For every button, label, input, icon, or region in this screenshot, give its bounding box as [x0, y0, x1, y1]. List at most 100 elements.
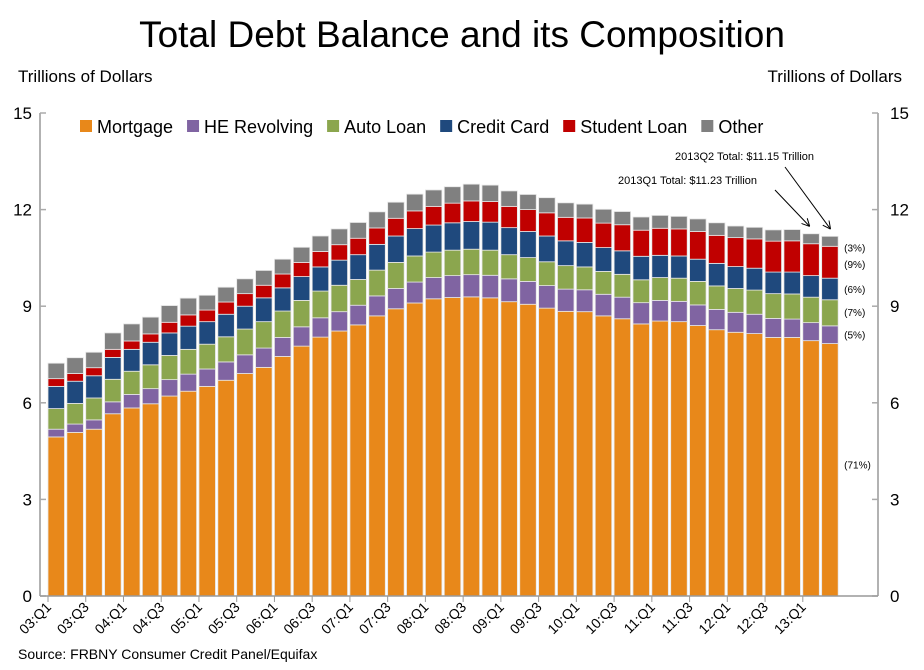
bar-segment-mortgage — [500, 301, 518, 597]
bar-segment-other — [255, 270, 273, 286]
bar-segment-he-revolving — [424, 277, 443, 300]
bar-segment-credit-card — [85, 375, 103, 399]
bar-segment-credit-card — [274, 287, 292, 312]
right-tick-label: 9 — [890, 297, 899, 316]
bar-segment-he-revolving — [538, 285, 556, 309]
bar-segment-other — [330, 228, 348, 246]
bar-segment-student-loan — [236, 293, 254, 307]
bar-segment-other — [349, 222, 367, 239]
bar-segment-he-revolving — [670, 300, 688, 323]
bar-segment-mortgage — [292, 345, 311, 597]
share-label: (9%) — [844, 260, 865, 271]
bar-segment-he-revolving — [160, 379, 179, 397]
bar-segment-auto-loan — [179, 348, 197, 375]
bar-segment-other — [745, 226, 764, 240]
bar-segment-he-revolving — [368, 295, 386, 317]
left-tick-label: 0 — [23, 587, 32, 606]
left-tick-label: 9 — [23, 297, 32, 316]
bar-segment-he-revolving — [500, 278, 518, 303]
bar-segment-mortgage — [462, 296, 481, 597]
bar-segment-other — [462, 183, 481, 202]
bar-segment-credit-card — [764, 271, 782, 295]
bar-segment-mortgage — [538, 307, 556, 597]
bar-segment-credit-card — [632, 255, 650, 281]
bar-segment-other — [594, 208, 613, 224]
legend-label: Auto Loan — [344, 117, 426, 137]
bar-segment-credit-card — [745, 267, 764, 291]
bar-segment-mortgage — [670, 321, 688, 597]
bar-segment-student-loan — [255, 284, 273, 299]
bar-segment-he-revolving — [462, 274, 481, 298]
bar-segment-auto-loan — [557, 265, 575, 290]
bar-segment-auto-loan — [274, 310, 292, 338]
bar-segment-student-loan — [689, 231, 707, 260]
source-note: Source: FRBNY Consumer Credit Panel/Equi… — [18, 646, 318, 662]
bar-segment-auto-loan — [462, 248, 481, 276]
bar-segment-other — [123, 323, 141, 342]
bar-segment-credit-card — [217, 313, 235, 338]
x-tick-label: 10:Q3 — [582, 599, 620, 637]
bar-segment-he-revolving — [519, 281, 537, 305]
bar-segment-student-loan — [123, 340, 141, 350]
share-label: (6%) — [844, 285, 865, 296]
x-tick-label: 04:Q3 — [129, 599, 167, 637]
bar-segment-he-revolving — [689, 304, 707, 326]
bar-segment-auto-loan — [424, 251, 443, 278]
bar-segment-mortgage — [519, 303, 537, 597]
bar-segment-credit-card — [141, 341, 160, 366]
bar-segment-mortgage — [708, 329, 726, 597]
bar-segment-auto-loan — [47, 408, 65, 430]
bar-segment-he-revolving — [443, 275, 462, 298]
bar-segment-student-loan — [462, 200, 481, 222]
bar-segment-other — [443, 186, 462, 204]
bar-segment-mortgage — [368, 315, 386, 597]
x-tick-label: 11:Q3 — [658, 599, 696, 637]
bar-segment-auto-loan — [330, 284, 348, 313]
bar-segment-other — [500, 190, 518, 207]
bar-segment-other — [311, 235, 330, 252]
bar-segment-other — [217, 286, 235, 303]
bar-segment-he-revolving — [764, 318, 782, 338]
bar-segment-student-loan — [160, 321, 179, 334]
bar-segment-student-loan — [575, 217, 594, 243]
bar-segment-other — [236, 278, 254, 295]
bar-segment-mortgage — [179, 390, 197, 597]
bar-segment-other — [613, 211, 631, 226]
bar-segment-credit-card — [406, 228, 424, 257]
bar-segment-student-loan — [764, 240, 782, 273]
bar-segment-other — [292, 246, 311, 263]
x-tick-label: 06:Q3 — [280, 599, 318, 637]
bar-segment-student-loan — [47, 378, 65, 387]
bar-segment-other — [557, 202, 575, 218]
bar-segment-credit-card — [443, 222, 462, 251]
bar-segment-auto-loan — [160, 355, 179, 381]
legend-swatch-credit-card — [440, 120, 453, 132]
x-tick-label: 06:Q1 — [242, 599, 280, 637]
bar-segment-student-loan — [708, 234, 726, 264]
right-axis-label: Trillions of Dollars — [767, 67, 902, 86]
bar-segment-credit-card — [368, 243, 386, 271]
bar-segment-mortgage — [802, 340, 820, 597]
bar-segment-mortgage — [66, 432, 84, 597]
bar-segment-mortgage — [481, 297, 499, 597]
left-tick-label: 15 — [13, 104, 32, 123]
right-tick-label: 6 — [890, 394, 899, 413]
bar-segment-he-revolving — [123, 394, 141, 409]
bar-segment-credit-card — [708, 262, 726, 287]
x-tick-label: 12:Q3 — [733, 599, 771, 637]
bar-segment-auto-loan — [594, 271, 613, 295]
x-tick-label: 13:Q1 — [771, 599, 809, 637]
bar-segment-mortgage — [217, 379, 235, 597]
bar-segment-auto-loan — [349, 279, 367, 306]
bar-segment-credit-card — [330, 259, 348, 286]
right-tick-label: 15 — [890, 104, 909, 123]
bar-segment-auto-loan — [368, 269, 386, 297]
bar-segment-credit-card — [821, 277, 839, 301]
bar-segment-auto-loan — [726, 288, 745, 313]
x-tick-label: 11:Q1 — [620, 599, 658, 637]
legend-swatch-auto-loan — [327, 120, 340, 132]
bar-segment-he-revolving — [481, 274, 499, 299]
bar-segment-other — [764, 229, 782, 242]
bar-segment-student-loan — [330, 244, 348, 261]
annotation-arrow — [784, 166, 830, 228]
